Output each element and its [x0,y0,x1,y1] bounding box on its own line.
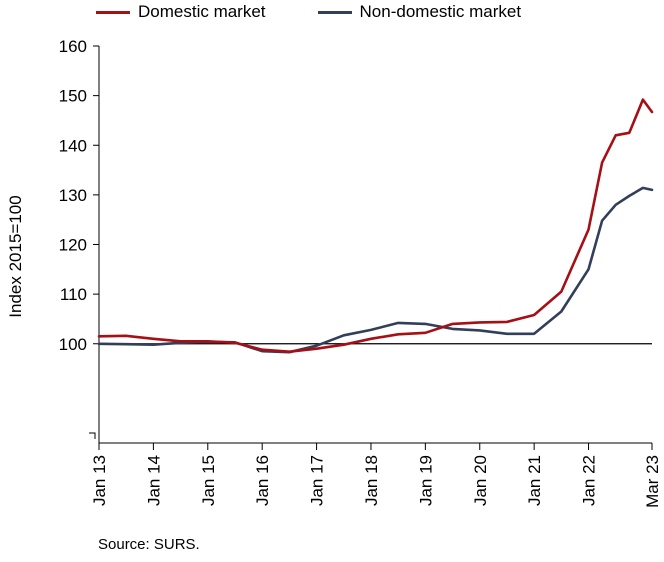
y-tick-label: 110 [60,285,87,304]
x-tick-label: Mar 23 [643,455,662,508]
source-note: Source: SURS. [98,536,200,553]
series-line-nondomestic [97,186,654,354]
y-axis-break [89,432,96,439]
series-line-domestic [97,98,654,353]
x-tick-label: Jan 15 [199,455,218,506]
x-tick-label: Jan 13 [90,455,109,506]
y-tick-label: 150 [59,87,87,106]
legend-swatch-domestic [96,10,130,14]
x-tick-label: Jan 14 [144,455,163,506]
y-tick-label: 100 [59,335,87,354]
legend-swatch-nondomestic [317,10,352,14]
legend-item-nondomestic: Non-domestic market [317,2,522,22]
y-axis-title: Index 2015=100 [6,195,25,317]
x-tick-label: Jan 19 [416,455,435,506]
legend-item-domestic: Domestic market [96,2,266,22]
y-tick-label: 120 [59,236,87,255]
x-tick-label: Jan 17 [308,455,327,506]
x-tick-label: Jan 16 [253,455,272,506]
legend-label-domestic: Domestic market [138,2,266,21]
x-tick-label: Jan 20 [471,455,490,506]
y-tick-label: 140 [59,136,87,155]
x-tick-label: Jan 21 [525,455,544,506]
x-tick-label: Jan 18 [362,455,381,506]
legend-label-nondomestic: Non-domestic market [359,2,522,21]
y-tick-label: 130 [59,186,87,205]
y-tick-label: 160 [59,37,87,56]
chart-legend: Domestic market Non-domestic market [96,2,521,22]
x-tick-label: Jan 22 [580,455,599,506]
